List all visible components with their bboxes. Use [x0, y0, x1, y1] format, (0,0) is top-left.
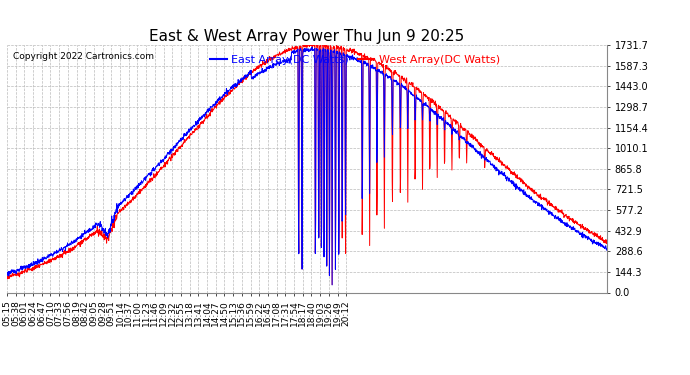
- Title: East & West Array Power Thu Jun 9 20:25: East & West Array Power Thu Jun 9 20:25: [150, 29, 464, 44]
- Legend: East Array(DC Watts), West Array(DC Watts): East Array(DC Watts), West Array(DC Watt…: [206, 51, 504, 69]
- Text: Copyright 2022 Cartronics.com: Copyright 2022 Cartronics.com: [13, 53, 154, 62]
